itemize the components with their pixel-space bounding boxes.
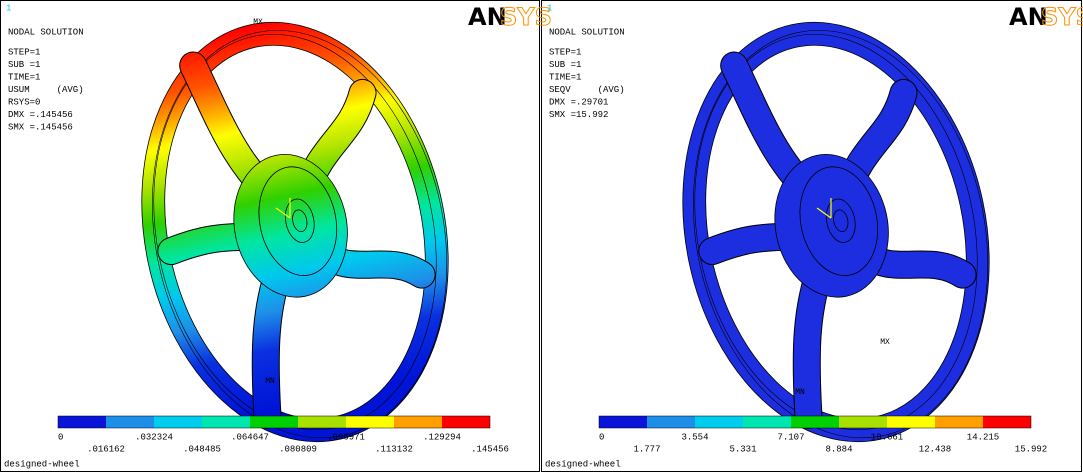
- extreme-marker: MX: [880, 338, 890, 347]
- legend-label: .048485: [183, 444, 221, 454]
- legend-label: 10.661: [871, 432, 903, 442]
- legend-label: 15.992: [1015, 444, 1047, 454]
- legend-label: 7.107: [777, 432, 804, 442]
- legend-swatch: [599, 416, 647, 428]
- screenshot: 1 NODAL SOLUTION STEP=1 SUB =1 TIME=1 USUM (A…: [0, 0, 1083, 472]
- logo-outline: SYS: [1041, 3, 1083, 31]
- legend-label: .113132: [375, 444, 413, 454]
- legend-swatch: [394, 416, 442, 428]
- extreme-marker: MX: [253, 18, 263, 27]
- legend-label: .016162: [87, 444, 125, 454]
- legend-label: .129294: [423, 432, 461, 442]
- legend-swatch: [298, 416, 346, 428]
- legend-label: 1.777: [633, 444, 660, 454]
- logo-outline: SYS: [500, 3, 552, 31]
- result-info: DMX =.29701: [549, 97, 608, 107]
- extreme-marker: MN: [795, 388, 805, 397]
- result-info: RSYS=0: [8, 97, 40, 107]
- extreme-marker: MN: [265, 377, 275, 386]
- result-info: SMX =.145456: [8, 122, 73, 132]
- result-info: SMX =15.992: [549, 110, 608, 120]
- legend-swatch: [154, 416, 202, 428]
- result-header: NODAL SOLUTION: [549, 27, 625, 37]
- page: 1 NODAL SOLUTION STEP=1 SUB =1 TIME=1 USUM (A…: [0, 0, 1083, 472]
- legend-label: 12.438: [919, 444, 951, 454]
- legend-label: .032324: [135, 432, 173, 442]
- legend-swatch: [106, 416, 154, 428]
- result-info: SUB =1: [549, 60, 581, 70]
- window-number: 1: [547, 3, 552, 13]
- model-name: designed-wheel: [4, 459, 80, 469]
- legend-label: .145456: [471, 444, 509, 454]
- legend-swatch: [442, 416, 490, 428]
- legend-label: .096971: [327, 432, 365, 442]
- legend-swatch: [983, 416, 1031, 428]
- legend-label: 0: [58, 432, 63, 442]
- legend-swatch: [202, 416, 250, 428]
- legend-label: .064647: [231, 432, 269, 442]
- result-info: DMX =.145456: [8, 110, 73, 120]
- legend-swatch: [791, 416, 839, 428]
- result-info: TIME=1: [549, 72, 581, 82]
- legend-label: 14.215: [967, 432, 999, 442]
- legend-swatch: [887, 416, 935, 428]
- window-number: 1: [6, 3, 11, 13]
- legend-swatch: [935, 416, 983, 428]
- legend-label: 5.331: [729, 444, 756, 454]
- result-info: USUM (AVG): [8, 85, 84, 95]
- legend-label: .080809: [279, 444, 317, 454]
- legend-swatch: [695, 416, 743, 428]
- legend-swatch: [250, 416, 298, 428]
- legend-swatch: [839, 416, 887, 428]
- result-info: SUB =1: [8, 60, 40, 70]
- result-info: STEP=1: [549, 47, 581, 57]
- legend-label: 3.554: [681, 432, 708, 442]
- legend-swatch: [743, 416, 791, 428]
- result-info: TIME=1: [8, 72, 40, 82]
- legend-swatch: [647, 416, 695, 428]
- legend-label: 8.884: [825, 444, 852, 454]
- legend-swatch: [346, 416, 394, 428]
- legend-label: 0: [599, 432, 604, 442]
- model-name: designed-wheel: [545, 459, 621, 469]
- result-header: NODAL SOLUTION: [8, 27, 84, 37]
- result-info: SEQV (AVG): [549, 85, 625, 95]
- result-info: STEP=1: [8, 47, 40, 57]
- legend-swatch: [58, 416, 106, 428]
